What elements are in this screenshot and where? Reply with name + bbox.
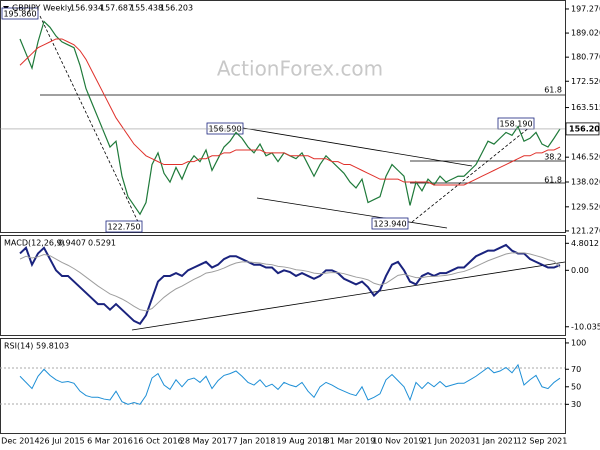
header-value: 59.8103 [36,342,69,351]
annotation: 195.860 [3,10,36,19]
annotation: 122.750 [107,223,140,232]
x-tick-label: 31 Mar 2019 [325,437,376,446]
x-tick-label: 12 Sep 2021 [517,437,568,446]
price-panel [0,0,566,233]
watermark: ActionForex.com [217,57,383,81]
label-box [105,220,143,233]
x-tick-label: 7 Jan 2018 [233,437,276,446]
panel-title: MACD(12,26,9) [4,239,65,248]
macd-trendline [131,261,566,331]
series-line [19,243,561,326]
y-tick-label: 146.520 [571,153,600,162]
header-value: 155.438 [130,4,163,13]
x-tick-label: 28 May 2017 [180,437,232,446]
header-value: 156.934 [70,4,103,13]
x-tick-label: 10 Nov 2019 [372,437,423,446]
y-tick-label: 138.020 [571,178,600,187]
header-value: 0.5291 [88,239,116,248]
header-value: 156.203 [160,4,193,13]
y-tick-label: 163.515 [571,103,600,112]
y-tick-label: -10.0352 [571,322,600,331]
header-value: 157.687 [100,4,133,13]
x-tick-label: 14 Dec 2014 [0,437,40,446]
y-tick-label: 172.520 [571,77,600,86]
label-box [371,217,409,230]
y-tick-label: 189.020 [571,29,600,38]
annotations: 195.860 156.590 158.190 122.750 123.940 … [1,7,562,233]
x-tick-label: 21 Jun 2020 [422,437,470,446]
y-tick-label: 50 [571,382,581,391]
x-tick-label: 26 Jul 2015 [39,437,84,446]
current-price-box [565,122,600,136]
annotation: 158.190 [499,120,532,129]
dashed-line [411,126,531,223]
channel-line [256,197,448,229]
annotation: 123.940 [373,220,406,229]
current-price-label: 156.203 [569,124,600,133]
y-tick-label: 70 [571,365,581,374]
dashed-line [39,15,141,227]
y-tick-label: 30 [571,400,581,409]
y-tick-label: 180.770 [571,53,600,62]
y-tick-label: 100 [571,338,586,347]
panel-title: RSI(14) [4,342,33,351]
macd-panel [0,235,566,336]
panel-title: GBPJPY Weekly [12,4,72,13]
channel-line [242,127,473,167]
y-tick-label: 129.520 [571,202,600,211]
fib-label: 61.8 [544,176,562,185]
fib-label: 38.2 [544,153,562,162]
series-line [19,252,561,312]
series-line [19,38,561,186]
fib-label: 61.8 [544,86,562,95]
y-tick-label: 197.270 [571,4,600,13]
x-tick-label: 31 Jan 2021 [470,437,518,446]
series-line [19,20,561,216]
label-box [206,122,244,135]
y-tick-label: 0.00 [571,266,589,275]
series-line [19,363,561,405]
x-tick-label: 6 Mar 2016 [87,437,133,446]
header-value: 0.9407 [58,239,86,248]
x-tick-label: 19 Aug 2018 [276,437,327,446]
label-box [1,7,39,20]
rsi-panel [0,338,566,434]
y-tick-label: 4.8012 [571,239,599,248]
x-tick-label: 16 Oct 2016 [133,437,182,446]
y-tick-label: 121.270 [571,226,600,235]
